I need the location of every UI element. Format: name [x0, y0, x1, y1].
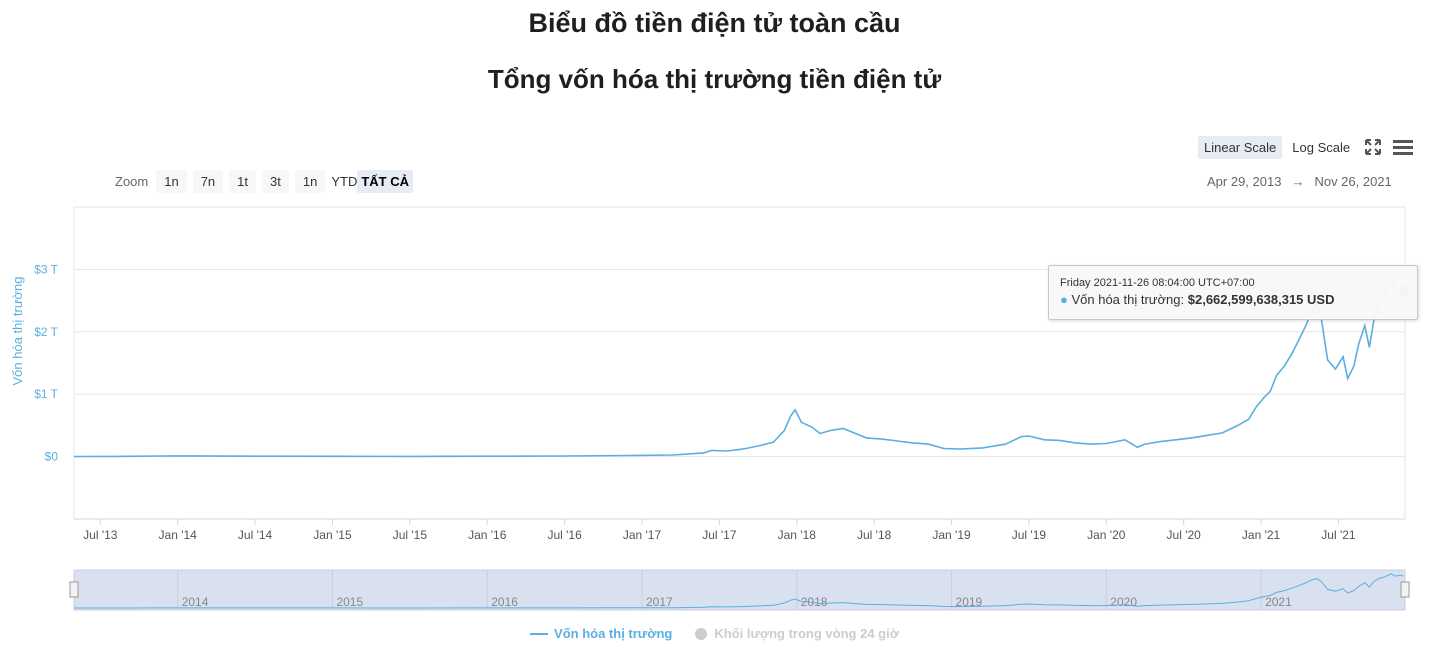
- y-tick-label: $0: [45, 450, 59, 464]
- chart-title: Tổng vốn hóa thị trường tiền điện tử: [487, 64, 942, 94]
- navigator-tick-label: 2014: [182, 595, 209, 609]
- legend-label-volume: Khối lượng trong vòng 24 giờ: [714, 626, 899, 641]
- y-tick-label: $2 T: [34, 325, 58, 339]
- zoom-ytd-button[interactable]: YTD: [331, 174, 358, 189]
- navigator-tick-label: 2015: [336, 595, 363, 609]
- navigator-selection[interactable]: [73, 569, 1406, 611]
- zoom-label: Zoom: [115, 174, 149, 189]
- x-tick-label: Jul '19: [1012, 528, 1047, 542]
- legend-label-market-cap: Vốn hóa thị trường: [554, 626, 673, 641]
- y-axis-label: Vốn hóa thị trường: [10, 276, 25, 385]
- navigator[interactable]: 2014 2015 2016 2017 2018 2019 2020 2021: [69, 569, 1410, 611]
- x-tick-label: Jul '20: [1167, 528, 1202, 542]
- y-tick-label: $1 T: [34, 387, 58, 401]
- tooltip-date: Friday 2021-11-26 08:04:00 UTC+07:00: [1060, 277, 1255, 289]
- x-tick-label: Jul '17: [702, 528, 737, 542]
- x-tick-label: Jul '21: [1321, 528, 1356, 542]
- legend-item-volume[interactable]: Khối lượng trong vòng 24 giờ: [694, 626, 899, 641]
- range-to-input[interactable]: Nov 26, 2021: [1314, 174, 1392, 189]
- zoom-all-button[interactable]: TẤT CẢ: [357, 170, 413, 193]
- navigator-tick-label: 2016: [491, 595, 518, 609]
- x-tick-label: Jan '14: [159, 528, 198, 542]
- x-tick-label: Jul '14: [238, 528, 273, 542]
- log-scale-button[interactable]: Log Scale: [1292, 139, 1351, 155]
- y-tick-label: $3 T: [34, 262, 58, 276]
- legend: Vốn hóa thị trường Khối lượng trong vòng…: [0, 626, 1429, 641]
- page-title: Biểu đồ tiền điện tử toàn cầu: [528, 8, 901, 38]
- x-tick-label: Jul '18: [857, 528, 892, 542]
- zoom-bar: Zoom 1n 7n 1t 3t 1n YTD TẤT CẢ: [115, 170, 413, 193]
- x-tick-label: Jul '15: [393, 528, 428, 542]
- navigator-tick-label: 2018: [801, 595, 828, 609]
- x-tick-label: Jan '15: [313, 528, 352, 542]
- date-range: Apr 29, 2013 → Nov 26, 2021: [1207, 174, 1392, 189]
- x-tick-label: Jan '17: [623, 528, 662, 542]
- x-tick-label: Jan '19: [932, 528, 971, 542]
- tooltip-value: $2,662,599,638,315 USD: [1187, 292, 1335, 307]
- linear-scale-button[interactable]: Linear Scale: [1198, 135, 1283, 159]
- navigator-tick-label: 2019: [956, 595, 983, 609]
- navigator-tick-label: 2020: [1110, 595, 1137, 609]
- legend-item-market-cap[interactable]: Vốn hóa thị trường: [530, 626, 672, 641]
- navigator-handle-left[interactable]: [69, 581, 79, 598]
- expand-icon[interactable]: [1360, 135, 1386, 159]
- zoom-1t-button[interactable]: 1t: [229, 170, 257, 193]
- hamburger-menu-icon[interactable]: [1390, 135, 1416, 159]
- x-tick-label: Jul '13: [83, 528, 118, 542]
- tooltip-row: ● Vốn hóa thị trường: $2,662,599,638,315…: [1060, 292, 1334, 307]
- x-tick-label: Jul '16: [547, 528, 582, 542]
- range-arrow: →: [1291, 174, 1305, 189]
- tooltip: Friday 2021-11-26 08:04:00 UTC+07:00 ● V…: [1048, 265, 1418, 320]
- range-from-input[interactable]: Apr 29, 2013: [1207, 174, 1282, 189]
- navigator-tick-label: 2017: [646, 595, 673, 609]
- zoom-1n-year-button[interactable]: 1n: [294, 170, 326, 193]
- scale-toolbar: Linear Scale Log Scale: [1198, 135, 1416, 159]
- navigator-handle-right[interactable]: [1400, 581, 1410, 598]
- navigator-line: [74, 573, 1404, 609]
- plot-area: [73, 206, 1406, 520]
- navigator-tick-label: 2021: [1265, 595, 1292, 609]
- tooltip-series-label: Vốn hóa thị trường:: [1071, 292, 1185, 307]
- zoom-1n-button[interactable]: 1n: [156, 170, 187, 193]
- x-tick-label: Jan '20: [1087, 528, 1126, 542]
- x-tick-label: Jan '21: [1242, 528, 1281, 542]
- x-tick-label: Jan '16: [468, 528, 507, 542]
- x-tick-label: Jan '18: [778, 528, 817, 542]
- zoom-7n-button[interactable]: 7n: [192, 170, 224, 193]
- zoom-3t-button[interactable]: 3t: [262, 170, 289, 193]
- tooltip-dot: ●: [1060, 292, 1068, 307]
